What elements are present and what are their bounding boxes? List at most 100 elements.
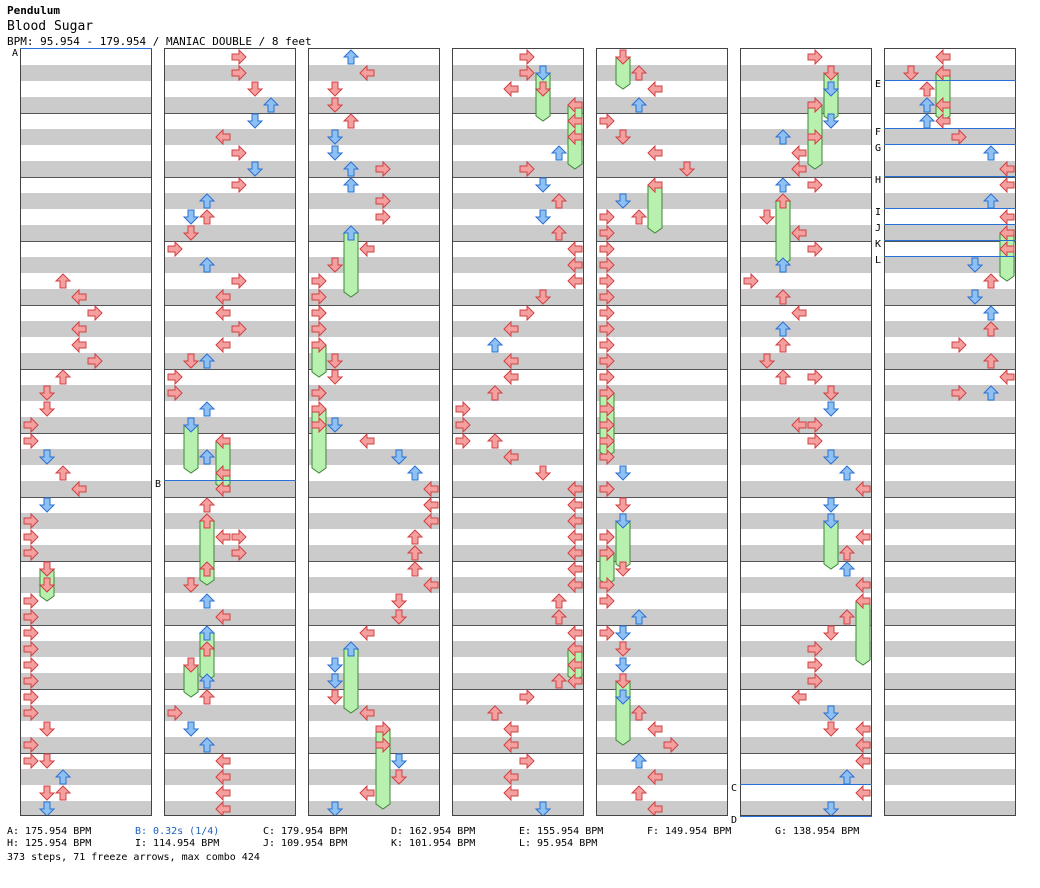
measure-line <box>21 433 151 434</box>
step-arrow <box>390 593 408 609</box>
step-arrow <box>231 144 247 162</box>
chart-column <box>308 48 440 816</box>
step-arrow <box>198 353 216 369</box>
measure-line <box>741 113 871 114</box>
step-arrow <box>359 432 375 450</box>
measure-line <box>21 369 151 370</box>
step-arrow <box>614 689 632 705</box>
step-arrow <box>87 304 103 322</box>
step-arrow <box>614 129 632 145</box>
legend-d: D: 162.954 BPM <box>391 826 476 837</box>
step-arrow <box>758 353 776 369</box>
measure-line <box>453 241 583 242</box>
measure-line <box>741 305 871 306</box>
step-arrow <box>822 513 840 529</box>
step-arrow <box>342 225 360 241</box>
step-arrow <box>54 769 72 785</box>
step-arrow <box>774 321 792 337</box>
step-arrow <box>246 81 264 97</box>
step-arrow <box>567 528 583 546</box>
song-title: Blood Sugar <box>7 19 94 34</box>
step-arrow <box>822 721 840 737</box>
step-arrow <box>406 561 424 577</box>
step-arrow <box>326 353 344 369</box>
measure-line <box>21 305 151 306</box>
measure-line <box>453 625 583 626</box>
step-arrow <box>599 288 615 306</box>
measure-line <box>165 305 295 306</box>
measure-line <box>597 561 727 562</box>
step-arrow <box>326 673 344 689</box>
step-arrow <box>231 176 247 194</box>
step-arrow <box>599 432 615 450</box>
step-arrow <box>822 113 840 129</box>
step-arrow <box>550 609 568 625</box>
step-arrow <box>567 672 583 690</box>
step-arrow <box>503 736 519 754</box>
step-arrow <box>23 672 39 690</box>
step-arrow <box>774 289 792 305</box>
step-arrow <box>599 304 615 322</box>
step-arrow <box>198 513 216 529</box>
measure-line <box>21 753 151 754</box>
bpm-change-line <box>164 480 296 481</box>
marker-e: E <box>874 79 883 90</box>
bpm-change-line <box>740 784 872 785</box>
step-arrow <box>807 96 823 114</box>
step-arrow <box>54 785 72 801</box>
step-arrow <box>198 449 216 465</box>
step-arrows <box>167 49 280 815</box>
step-arrow <box>182 209 200 225</box>
step-arrow <box>774 129 792 145</box>
measure-line <box>453 561 583 562</box>
measure-line <box>165 753 295 754</box>
step-arrow <box>326 801 344 815</box>
step-arrow <box>614 193 632 209</box>
step-arrow <box>231 544 247 562</box>
step-arrow <box>390 449 408 465</box>
step-arrow <box>966 289 984 305</box>
bpm-change-line <box>740 816 872 817</box>
step-arrow <box>519 752 535 770</box>
step-arrow <box>182 657 200 673</box>
measure-line <box>21 561 151 562</box>
step-arrow <box>486 705 504 721</box>
step-arrow <box>918 113 936 129</box>
freeze-arrow <box>855 600 871 666</box>
measure-line <box>165 433 295 434</box>
step-arrow <box>855 528 871 546</box>
step-arrow <box>807 672 823 690</box>
step-arrows <box>311 49 439 815</box>
step-arrow <box>791 416 807 434</box>
measure-line <box>597 241 727 242</box>
step-arrow <box>999 208 1015 226</box>
step-arrow <box>855 752 871 770</box>
marker-l: L <box>874 255 883 266</box>
step-arrow <box>359 64 375 82</box>
step-arrow <box>215 464 231 482</box>
step-arrow <box>54 369 72 385</box>
legend-e: E: 155.954 BPM <box>519 826 604 837</box>
step-arrow <box>982 321 1000 337</box>
step-arrow <box>503 368 519 386</box>
step-arrow <box>23 752 39 770</box>
measure-line <box>453 433 583 434</box>
step-arrow <box>38 577 56 593</box>
step-arrow <box>503 768 519 786</box>
measure-line <box>165 369 295 370</box>
step-arrow <box>999 368 1015 386</box>
measure-line <box>597 625 727 626</box>
legend-b: B: 0.32s (1/4) <box>135 826 220 837</box>
measure-line <box>309 561 439 562</box>
bpm-change-line <box>884 208 1016 209</box>
step-arrow <box>215 432 231 450</box>
measure-line <box>309 433 439 434</box>
step-arrow <box>550 145 568 161</box>
step-arrow <box>951 128 967 146</box>
measure-line <box>597 689 727 690</box>
step-arrow <box>23 528 39 546</box>
step-arrow <box>567 256 583 274</box>
step-arrow <box>198 625 216 641</box>
step-arrow <box>359 704 375 722</box>
step-arrow <box>326 369 344 385</box>
